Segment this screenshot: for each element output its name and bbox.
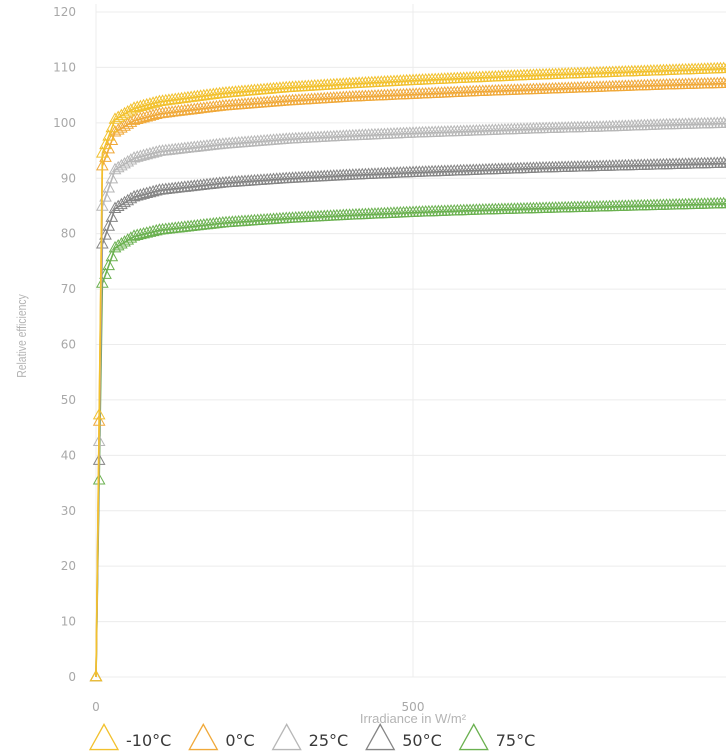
legend-label: 50°C — [402, 731, 442, 750]
data-point — [102, 141, 116, 154]
y-axis-ticks: 0 10 20 30 40 50 60 70 80 90 100 110 120 — [53, 5, 76, 684]
legend-item[interactable]: 25°C — [271, 723, 349, 751]
data-point — [105, 249, 119, 262]
data-point — [95, 146, 109, 158]
legend-triangle-icon — [271, 723, 302, 751]
data-point — [108, 240, 122, 253]
data-point — [99, 267, 112, 279]
x-axis-ticks: 0 500 — [92, 700, 424, 714]
y-axis-title: Relative efficiency — [15, 294, 29, 378]
data-point — [121, 193, 135, 206]
series-75°C — [89, 196, 726, 682]
y-tick-label: 40 — [61, 448, 76, 462]
data-point — [105, 133, 119, 145]
y-tick-label: 120 — [53, 5, 76, 19]
data-point — [102, 181, 116, 193]
series-layer — [89, 61, 726, 682]
data-point — [118, 119, 131, 131]
data-point — [118, 195, 131, 208]
grid-lines — [95, 4, 726, 678]
data-point — [108, 162, 122, 175]
data-point — [720, 117, 726, 128]
legend-triangle-icon — [88, 723, 120, 751]
data-point — [105, 120, 119, 133]
y-tick-label: 60 — [61, 338, 76, 352]
data-point — [111, 110, 125, 122]
y-tick-label: 10 — [61, 615, 76, 629]
legend-label: -10°C — [126, 731, 171, 750]
data-point — [124, 153, 138, 165]
data-point — [124, 191, 138, 204]
data-point — [115, 197, 128, 210]
y-tick-label: 90 — [61, 171, 76, 185]
series-50°C — [89, 156, 726, 682]
legend-label: 25°C — [309, 731, 349, 750]
data-point — [124, 115, 138, 127]
data-point — [111, 238, 125, 251]
series-line — [95, 203, 726, 678]
data-point — [115, 237, 128, 249]
legend-triangle-icon — [365, 723, 396, 751]
data-point — [115, 108, 128, 121]
y-tick-label: 100 — [53, 116, 76, 130]
legend-triangle-icon — [458, 723, 489, 751]
data-point — [720, 77, 726, 88]
data-point — [111, 199, 125, 212]
legend-triangle-icon — [188, 723, 219, 751]
data-point — [111, 160, 125, 173]
legend[interactable]: -10°C 0°C 25°C 50°C 75°C — [88, 723, 536, 751]
data-point — [102, 219, 116, 231]
data-point — [121, 155, 135, 167]
data-point — [102, 258, 116, 271]
series--10°C — [89, 61, 726, 682]
legend-item[interactable]: 0°C — [188, 723, 255, 751]
data-point — [118, 156, 131, 169]
legend-item[interactable]: 50°C — [365, 723, 442, 751]
y-tick-label: 70 — [61, 282, 76, 296]
data-point — [118, 106, 131, 119]
x-tick-label: 500 — [402, 700, 425, 714]
data-point — [720, 157, 726, 168]
data-point — [108, 201, 122, 213]
data-point — [92, 407, 106, 420]
data-point — [102, 129, 116, 141]
data-point — [115, 121, 128, 133]
data-point — [118, 235, 131, 247]
data-point — [115, 158, 128, 171]
data-point — [89, 669, 103, 682]
data-point — [105, 171, 119, 184]
data-point — [720, 198, 726, 209]
series-line — [95, 162, 726, 678]
data-point — [720, 62, 726, 73]
data-point — [108, 112, 122, 124]
y-tick-label: 110 — [53, 60, 76, 74]
x-axis-title: Irradiance in W/m² — [360, 711, 467, 726]
y-tick-label: 50 — [61, 393, 76, 407]
data-point — [124, 103, 138, 115]
data-point — [105, 210, 119, 222]
legend-label: 75°C — [496, 731, 536, 750]
data-point — [121, 104, 135, 117]
legend-label: 0°C — [225, 731, 254, 750]
y-tick-label: 0 — [68, 670, 76, 684]
data-point — [121, 233, 135, 245]
data-point — [108, 125, 122, 137]
data-point — [99, 137, 112, 150]
x-tick-label: 0 — [92, 700, 100, 714]
legend-item[interactable]: -10°C — [88, 723, 171, 751]
data-point — [121, 117, 135, 129]
y-tick-label: 20 — [61, 559, 76, 573]
y-tick-label: 30 — [61, 504, 76, 518]
y-tick-label: 80 — [61, 227, 76, 241]
data-point — [124, 231, 138, 243]
legend-item[interactable]: 75°C — [458, 723, 536, 751]
